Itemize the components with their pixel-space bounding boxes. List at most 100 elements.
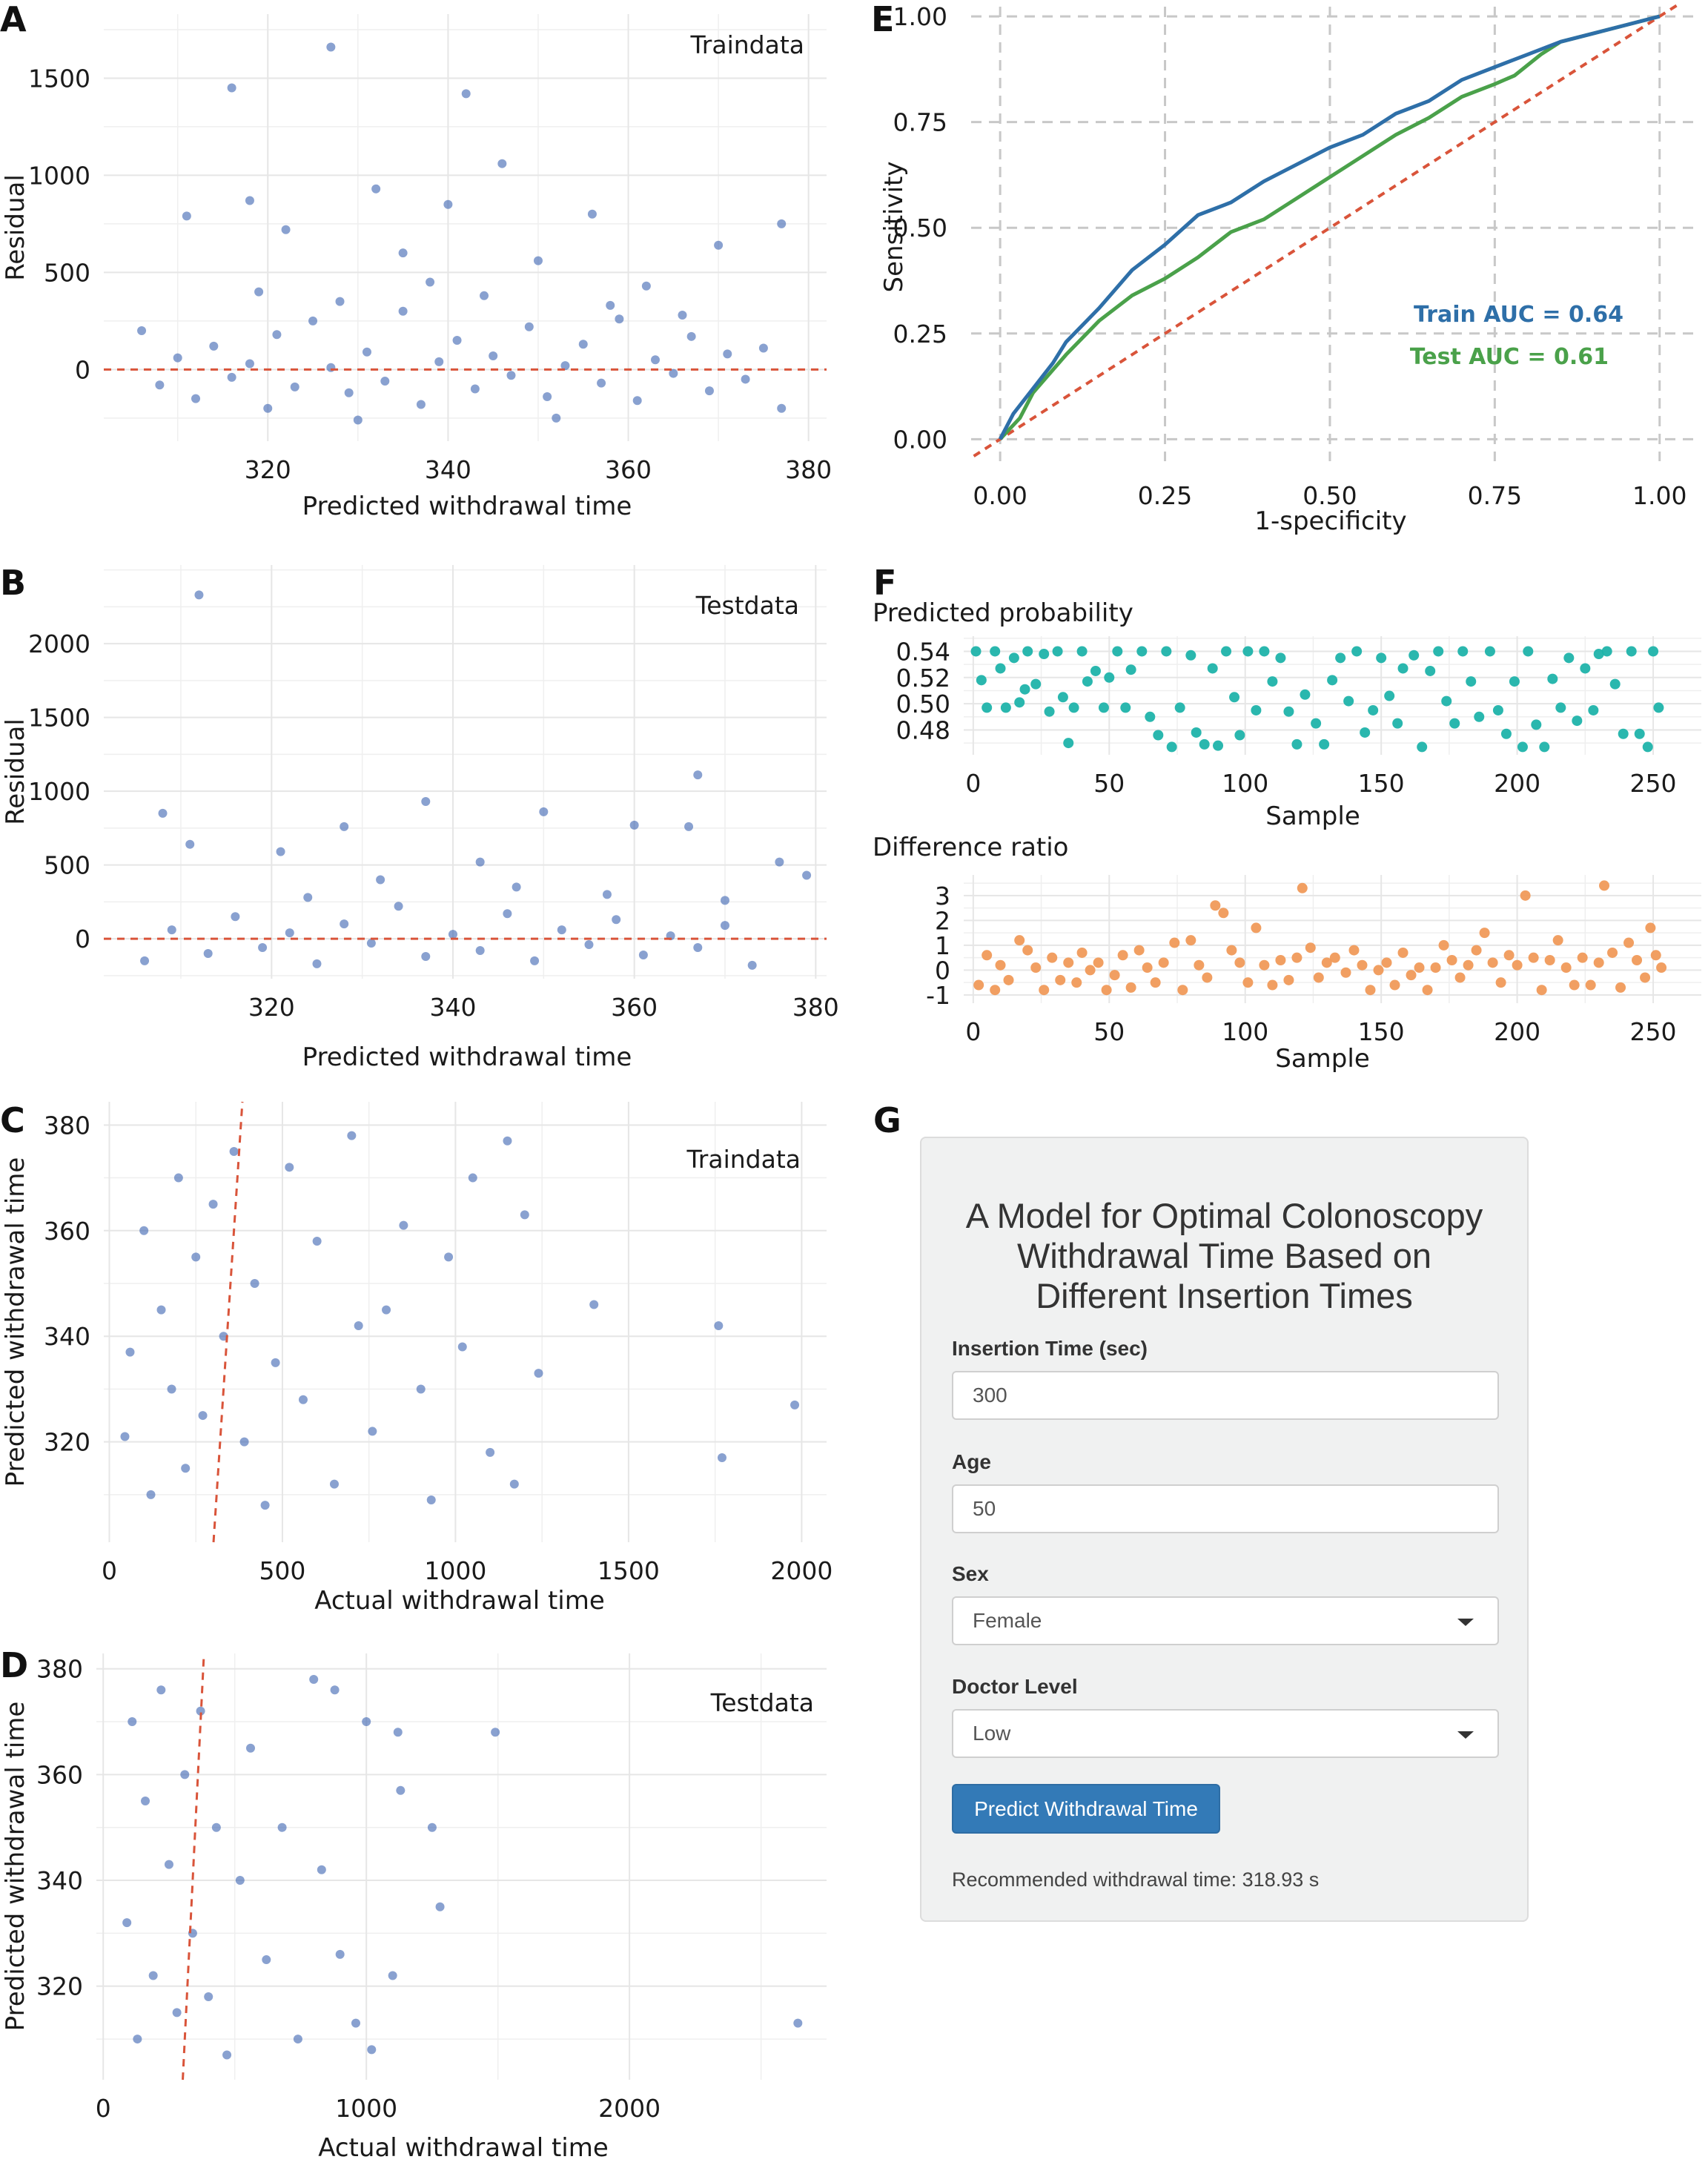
chevron-down-icon [1457, 1619, 1474, 1626]
data-point [1218, 908, 1229, 919]
data-point [1242, 977, 1254, 988]
data-point [1360, 727, 1371, 738]
data-point [1552, 935, 1563, 946]
data-point [1572, 715, 1583, 727]
data-point [398, 306, 408, 316]
y-tick-label: 360 [44, 1217, 90, 1246]
data-point [1030, 962, 1042, 974]
data-point [1634, 728, 1645, 739]
data-point [1640, 972, 1651, 983]
data-point [367, 2045, 377, 2055]
data-point [587, 209, 597, 219]
data-point [444, 1252, 454, 1262]
data-point [1267, 979, 1278, 991]
data-point [1471, 945, 1482, 956]
data-point [543, 392, 552, 402]
data-point [362, 1717, 371, 1727]
data-point [1275, 652, 1286, 664]
data-point [335, 1949, 345, 1959]
data-point [1030, 678, 1042, 690]
data-point [1150, 977, 1161, 988]
data-point [1329, 952, 1340, 963]
data-point [775, 857, 784, 867]
data-point [1381, 957, 1392, 968]
roc-curve-test [999, 14, 1661, 441]
data-point [602, 890, 612, 899]
data-point [1503, 950, 1515, 961]
data-point [326, 363, 336, 372]
data-point [173, 353, 182, 363]
data-point [1158, 957, 1169, 968]
x-tick-label: 250 [1630, 1017, 1677, 1046]
data-point [1368, 704, 1379, 715]
data-point [720, 921, 729, 931]
data-point [475, 857, 485, 867]
data-point [480, 291, 489, 300]
train-auc-label: Train AUC = 0.64 [1414, 302, 1623, 328]
y-tick-label: 1 [935, 931, 950, 960]
data-point [1642, 741, 1653, 753]
y-tick-label: 380 [44, 1111, 90, 1140]
data-point [1585, 979, 1596, 991]
data-point [1055, 974, 1066, 985]
data-point [1365, 985, 1376, 996]
data-point [1648, 646, 1659, 657]
doctor-level-select[interactable]: Low [952, 1709, 1499, 1758]
y-tick-label: 0.25 [893, 320, 947, 348]
data-point [263, 403, 273, 413]
data-point [669, 369, 678, 378]
data-point [317, 1865, 326, 1874]
data-point [393, 1728, 403, 1737]
y-tick-label: 1500 [28, 64, 90, 93]
data-point [524, 322, 534, 331]
age-input[interactable]: 50 [952, 1484, 1499, 1533]
identity-reference-line [212, 1101, 244, 1543]
panel-label-g: G [873, 1100, 901, 1140]
data-point [211, 1822, 221, 1832]
data-point [180, 1770, 190, 1779]
insertion-time-input[interactable]: 300 [952, 1371, 1499, 1420]
data-point [1523, 646, 1534, 657]
data-point [1283, 974, 1294, 985]
data-point [1479, 928, 1490, 939]
data-point [1057, 692, 1068, 703]
app-title: A Model for Optimal Colonoscopy Withdraw… [921, 1196, 1527, 1316]
data-point [1484, 646, 1495, 657]
data-point [1414, 962, 1425, 974]
data-point [1076, 646, 1088, 657]
data-point [1145, 711, 1156, 722]
data-point [589, 1300, 599, 1309]
data-point [421, 951, 431, 961]
data-point [1117, 950, 1128, 961]
data-point [1125, 664, 1136, 675]
data-point [1392, 718, 1403, 729]
data-point [560, 361, 570, 371]
data-point [1071, 977, 1082, 988]
data-point [489, 351, 498, 361]
data-point [156, 1305, 166, 1315]
data-point [1645, 922, 1656, 933]
data-point [1300, 689, 1311, 700]
data-point [260, 1501, 270, 1510]
data-point [312, 959, 322, 968]
data-point [1305, 942, 1316, 954]
data-point [167, 925, 176, 935]
data-point [158, 808, 168, 818]
data-point [1068, 702, 1079, 713]
app-title-line: Different Insertion Times [1036, 1276, 1413, 1315]
data-point [293, 2035, 302, 2044]
data-point [597, 378, 606, 388]
data-point [1609, 678, 1621, 690]
x-tick-label: 150 [1358, 1017, 1405, 1046]
x-tick-label: 100 [1222, 769, 1268, 798]
x-axis-title: Actual withdrawal time [314, 1586, 605, 1616]
data-point [1569, 979, 1580, 991]
data-point [1601, 646, 1612, 657]
data-point [354, 1321, 363, 1330]
sex-select[interactable]: Female [952, 1596, 1499, 1645]
data-point [140, 956, 150, 965]
predict-withdrawal-time-button[interactable]: Predict Withdrawal Time [952, 1784, 1220, 1834]
data-point [1003, 974, 1014, 985]
data-point [475, 945, 485, 955]
data-point [196, 1706, 205, 1716]
